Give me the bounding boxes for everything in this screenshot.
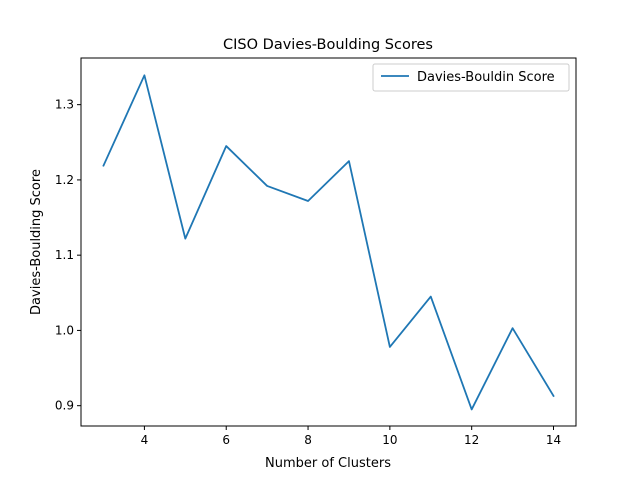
y-tick-label: 1.3 xyxy=(55,98,74,112)
chart-title: CISO Davies-Boulding Scores xyxy=(223,37,433,53)
y-tick-label: 1.2 xyxy=(55,173,74,187)
plot-frame xyxy=(80,57,577,427)
x-axis-label: Number of Clusters xyxy=(265,456,391,471)
y-axis-label: Davies-Boulding Score xyxy=(29,169,44,315)
legend: Davies-Bouldin Score xyxy=(372,63,570,92)
x-tick-label: 4 xyxy=(141,433,149,447)
legend-box xyxy=(372,63,570,92)
series-line-0 xyxy=(102,74,555,411)
y-tick-label: 0.9 xyxy=(55,399,74,413)
x-tick-label: 6 xyxy=(222,433,230,447)
y-tick-label: 1.1 xyxy=(55,248,74,262)
y-tick-label: 1.0 xyxy=(55,323,74,337)
axes: 4 6 8 10 12 14 0.9 1.0 1.1 1.2 1.3 xyxy=(55,57,577,447)
plot-area xyxy=(81,58,576,426)
x-tick-label: 8 xyxy=(304,433,312,447)
legend-label: Davies-Bouldin Score xyxy=(417,70,555,85)
x-tick-label: 12 xyxy=(464,433,479,447)
plot-content xyxy=(102,74,555,411)
x-tick-label: 10 xyxy=(382,433,397,447)
x-tick-label: 14 xyxy=(546,433,561,447)
